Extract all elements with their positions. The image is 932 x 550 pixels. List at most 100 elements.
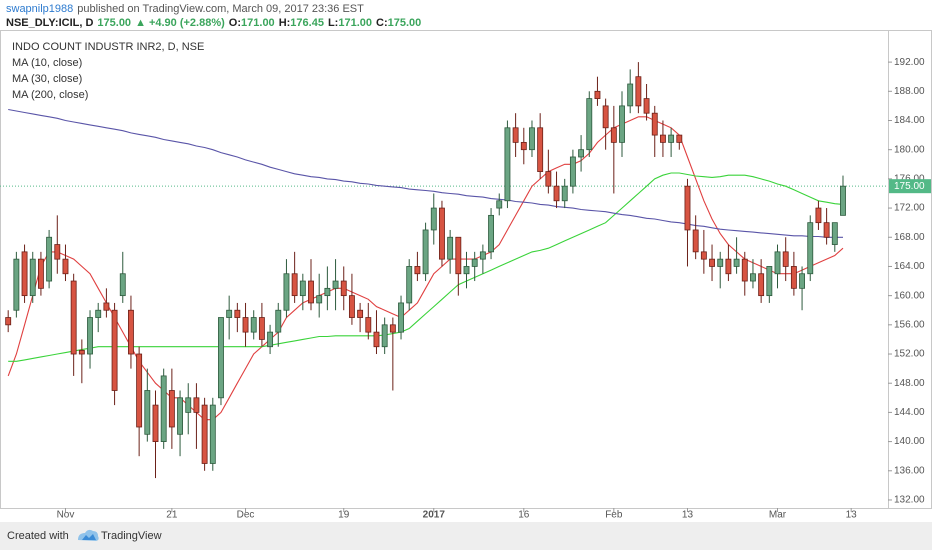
candle-body — [659, 134, 666, 143]
candle-body — [21, 251, 28, 297]
y-tick-label: 160.00 — [894, 290, 925, 301]
candle-body — [668, 134, 675, 143]
candle-body — [209, 404, 216, 464]
candle-body — [422, 229, 429, 275]
candle-body — [529, 127, 535, 151]
candle-body — [258, 317, 265, 340]
candle-body — [471, 258, 478, 267]
candle-body — [709, 258, 715, 267]
y-tick-label: 192.00 — [894, 57, 925, 68]
candle-body — [463, 266, 470, 275]
candle-body — [692, 229, 699, 253]
candle-body — [774, 251, 781, 275]
candle-body — [741, 258, 748, 282]
candle-body — [5, 317, 12, 326]
ohlc-label: H: — [279, 17, 291, 29]
candle-body — [545, 171, 552, 187]
candle-body — [234, 309, 241, 318]
candle-body — [586, 98, 593, 151]
candle-body — [160, 375, 167, 442]
candle-body — [627, 83, 634, 107]
candle-body — [561, 185, 568, 202]
candle-body — [242, 317, 249, 333]
y-tick-label: 184.00 — [894, 115, 925, 126]
candle-body — [782, 251, 789, 267]
last-price-tag — [889, 179, 931, 194]
y-tick-label: 156.00 — [894, 319, 925, 330]
ohlc-value: 171.00 — [241, 17, 275, 29]
author[interactable]: swapnilp1988 — [6, 3, 73, 15]
legend-entry: MA (200, close) — [12, 89, 88, 101]
candle-body — [439, 207, 445, 260]
candle-body — [136, 353, 143, 428]
candle-body — [578, 149, 585, 158]
candle-body — [823, 222, 830, 238]
candle-body — [455, 236, 462, 275]
candle-body — [389, 324, 396, 333]
candle-body — [496, 200, 503, 209]
ohlc-label: L: — [328, 17, 338, 29]
candle-body — [365, 317, 372, 333]
legend-entry: MA (10, close) — [12, 57, 82, 69]
y-tick-label: 144.00 — [894, 407, 925, 418]
y-tick-label: 132.00 — [894, 495, 925, 506]
x-tick-label: 16 — [518, 510, 530, 521]
candle-body — [398, 302, 404, 333]
candle-body — [381, 324, 388, 348]
candle-body — [13, 258, 20, 311]
candle-body — [831, 222, 838, 245]
candle-body — [78, 349, 85, 355]
candle-body — [275, 309, 282, 333]
candle-body — [594, 90, 601, 99]
y-tick-label: 188.00 — [894, 86, 925, 97]
candle-body — [62, 258, 69, 275]
x-tick-label: 2017 — [423, 510, 446, 521]
y-tick-label: 180.00 — [894, 144, 925, 155]
candle-body — [553, 185, 560, 202]
candle-body — [676, 134, 683, 143]
change-arrow: ▲ — [135, 17, 146, 29]
x-tick-label: Dec — [237, 510, 255, 521]
x-tick-label: 19 — [338, 510, 350, 521]
candle-body — [520, 141, 527, 151]
candle-body — [340, 280, 347, 297]
symbol: NSE_DLY:ICIL, D — [6, 17, 93, 29]
price: 175.00 — [97, 17, 131, 29]
candle-body — [332, 280, 339, 289]
candle-body — [193, 397, 200, 413]
footer-brand[interactable]: TradingView — [101, 530, 162, 542]
x-tick-label: 13 — [846, 510, 858, 521]
y-tick-label: 176.00 — [894, 174, 925, 185]
candle-body — [414, 266, 421, 275]
plot — [0, 62, 888, 479]
candle-body — [119, 273, 126, 297]
candle-body — [651, 112, 658, 136]
candle-body — [799, 273, 806, 289]
ohlc-value: 176.45 — [290, 17, 324, 29]
candle-body — [758, 273, 765, 297]
candle-body — [700, 251, 707, 260]
candle-body — [299, 280, 306, 297]
candle-body — [70, 280, 77, 355]
candle-body — [488, 214, 494, 253]
y-tick-label: 168.00 — [894, 232, 925, 243]
ohlc-label: O: — [229, 17, 241, 29]
candle-body — [537, 127, 544, 172]
candle-body — [87, 317, 93, 355]
x-tick-label: Feb — [605, 510, 623, 521]
x-tick-label: Mar — [769, 510, 787, 521]
candle-body — [373, 331, 380, 348]
candle-body — [316, 295, 323, 304]
candle-body — [103, 302, 110, 311]
chart-title: INDO COUNT INDUSTR INR2, D, NSE — [12, 41, 204, 53]
candle-body — [610, 127, 617, 143]
candle-body — [185, 397, 192, 413]
candle-body — [267, 331, 274, 348]
change: +4.90 (+2.88%) — [149, 17, 225, 29]
header-line-1: swapnilp1988 published on TradingView.com… — [6, 3, 364, 15]
candle-body — [201, 404, 208, 464]
footer-created: Created with — [7, 530, 69, 542]
candle-body — [218, 317, 224, 399]
ma-line — [8, 172, 844, 362]
